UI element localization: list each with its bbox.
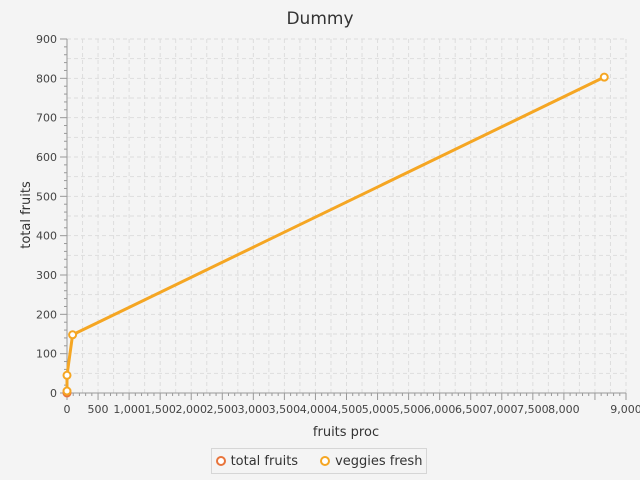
legend-item-total-fruits: total fruits (215, 453, 299, 469)
x-tick-label: 0 (64, 403, 71, 416)
legend-label-veggies-fresh: veggies fresh (335, 453, 423, 469)
x-tick-label: 9,000 (610, 403, 640, 416)
x-tick-label: 5,500 (393, 403, 425, 416)
data-point (599, 72, 609, 82)
axes: 0 500 1,000 1,500 2,000 2,500 3,000 3,500 4,000 4… (36, 33, 640, 416)
x-tick-label: 8,000 (548, 403, 580, 416)
x-tick-label: 7,500 (517, 403, 549, 416)
x-tick-label: 3,000 (238, 403, 270, 416)
legend: total fruits veggies fresh (211, 448, 427, 474)
legend-label-total-fruits: total fruits (230, 453, 299, 469)
x-tick-label: 4,000 (300, 403, 332, 416)
x-tick-label: 4,500 (331, 403, 363, 416)
x-tick-label: 500 (88, 403, 109, 416)
legend-marker-veggies-fresh (320, 456, 331, 466)
x-tick-label: 1,500 (144, 403, 176, 416)
y-tick-label: 900 (36, 33, 57, 46)
x-axis-title: fruits proc (313, 425, 379, 440)
y-tick-label: 800 (36, 72, 57, 85)
y-tick-label: 500 (36, 190, 57, 203)
y-tick-label: 700 (36, 112, 57, 125)
data-point (62, 386, 72, 396)
x-tick-label: 6,000 (424, 403, 456, 416)
y-tick-label: 300 (36, 269, 57, 282)
y-tick-label: 0 (50, 387, 57, 400)
x-tick-label: 3,500 (269, 403, 301, 416)
legend-item-veggies-fresh: veggies fresh (320, 454, 422, 469)
x-tick-label: 6,500 (455, 403, 487, 416)
series-line (65, 75, 605, 392)
y-tick-label: 200 (36, 308, 57, 321)
y-tick-label: 600 (36, 151, 57, 164)
chart-title: Dummy (286, 9, 353, 29)
data-point (62, 370, 72, 380)
series (62, 72, 609, 398)
legend-marker-total-fruits (215, 456, 226, 466)
x-tick-label: 5,000 (362, 403, 394, 416)
y-tick-label: 400 (36, 230, 57, 243)
x-tick-label: 2,000 (175, 403, 207, 416)
data-point (68, 330, 78, 340)
y-axis-title: total fruits (19, 181, 34, 249)
x-tick-label: 2,500 (207, 403, 239, 416)
x-tick-label: 7,000 (486, 403, 518, 416)
gridlines (66, 38, 627, 394)
x-tick-label: 1,000 (113, 403, 145, 416)
y-tick-label: 100 (36, 348, 57, 361)
